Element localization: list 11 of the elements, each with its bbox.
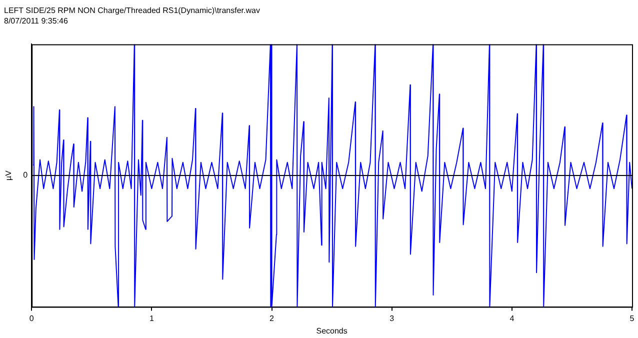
y-axis-title: µV: [4, 170, 14, 180]
x-tick-label: 5: [630, 314, 635, 323]
x-tick-label: 1: [149, 314, 154, 323]
chart-title: LEFT SIDE/25 RPM NON Charge/Threaded RS1(Dynamic)\transfer.wav: [4, 6, 260, 16]
x-tick-label: 3: [390, 314, 395, 323]
x-tick-label: 4: [510, 314, 515, 323]
x-axis-title: Seconds: [316, 326, 348, 336]
x-tick-label: 2: [270, 314, 275, 323]
chart-subtitle: 8/07/2011 9:35:46: [4, 16, 68, 26]
ref-line-label: 0: [23, 170, 28, 180]
x-tick-label: 0: [29, 314, 34, 323]
